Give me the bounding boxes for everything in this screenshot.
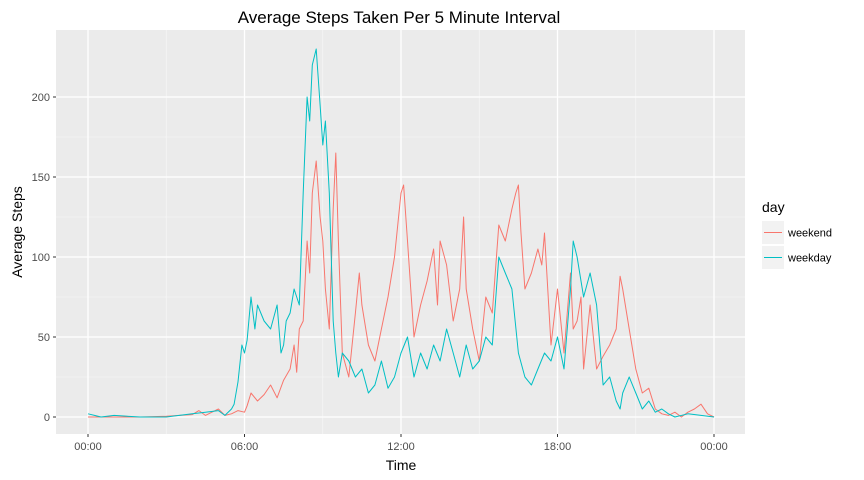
y-axis: 0 50 100 150 200 bbox=[32, 92, 56, 424]
series-line-weekday bbox=[87, 48, 715, 418]
x-tick-label: 00:00 bbox=[74, 441, 102, 453]
x-axis: 00:00 06:00 12:00 18:00 00:00 bbox=[74, 434, 728, 453]
x-tick-label: 00:00 bbox=[700, 441, 728, 453]
y-axis-title: Average Steps bbox=[9, 186, 25, 278]
legend-items: weekend weekday bbox=[762, 221, 832, 269]
legend-title: day bbox=[762, 199, 785, 215]
series-line-weekend bbox=[88, 152, 715, 418]
legend-label: weekday bbox=[787, 253, 832, 265]
y-tick-label: 50 bbox=[38, 332, 50, 344]
legend-item-weekend: weekend bbox=[762, 221, 832, 244]
legend-item-weekday: weekday bbox=[762, 246, 832, 269]
y-tick-label: 0 bbox=[44, 412, 50, 424]
series-lines bbox=[87, 48, 715, 418]
y-tick-label: 150 bbox=[32, 172, 50, 184]
major-gridlines bbox=[56, 30, 745, 434]
x-tick-label: 06:00 bbox=[231, 441, 259, 453]
x-tick-label: 18:00 bbox=[544, 441, 572, 453]
y-tick-label: 200 bbox=[32, 92, 50, 104]
chart-title: Average Steps Taken Per 5 Minute Interva… bbox=[238, 8, 561, 27]
legend: day weekend weekday bbox=[762, 199, 832, 269]
x-tick-label: 12:00 bbox=[387, 441, 415, 453]
x-axis-title: Time bbox=[386, 457, 417, 473]
y-tick-label: 100 bbox=[32, 252, 50, 264]
legend-label: weekend bbox=[787, 228, 832, 240]
